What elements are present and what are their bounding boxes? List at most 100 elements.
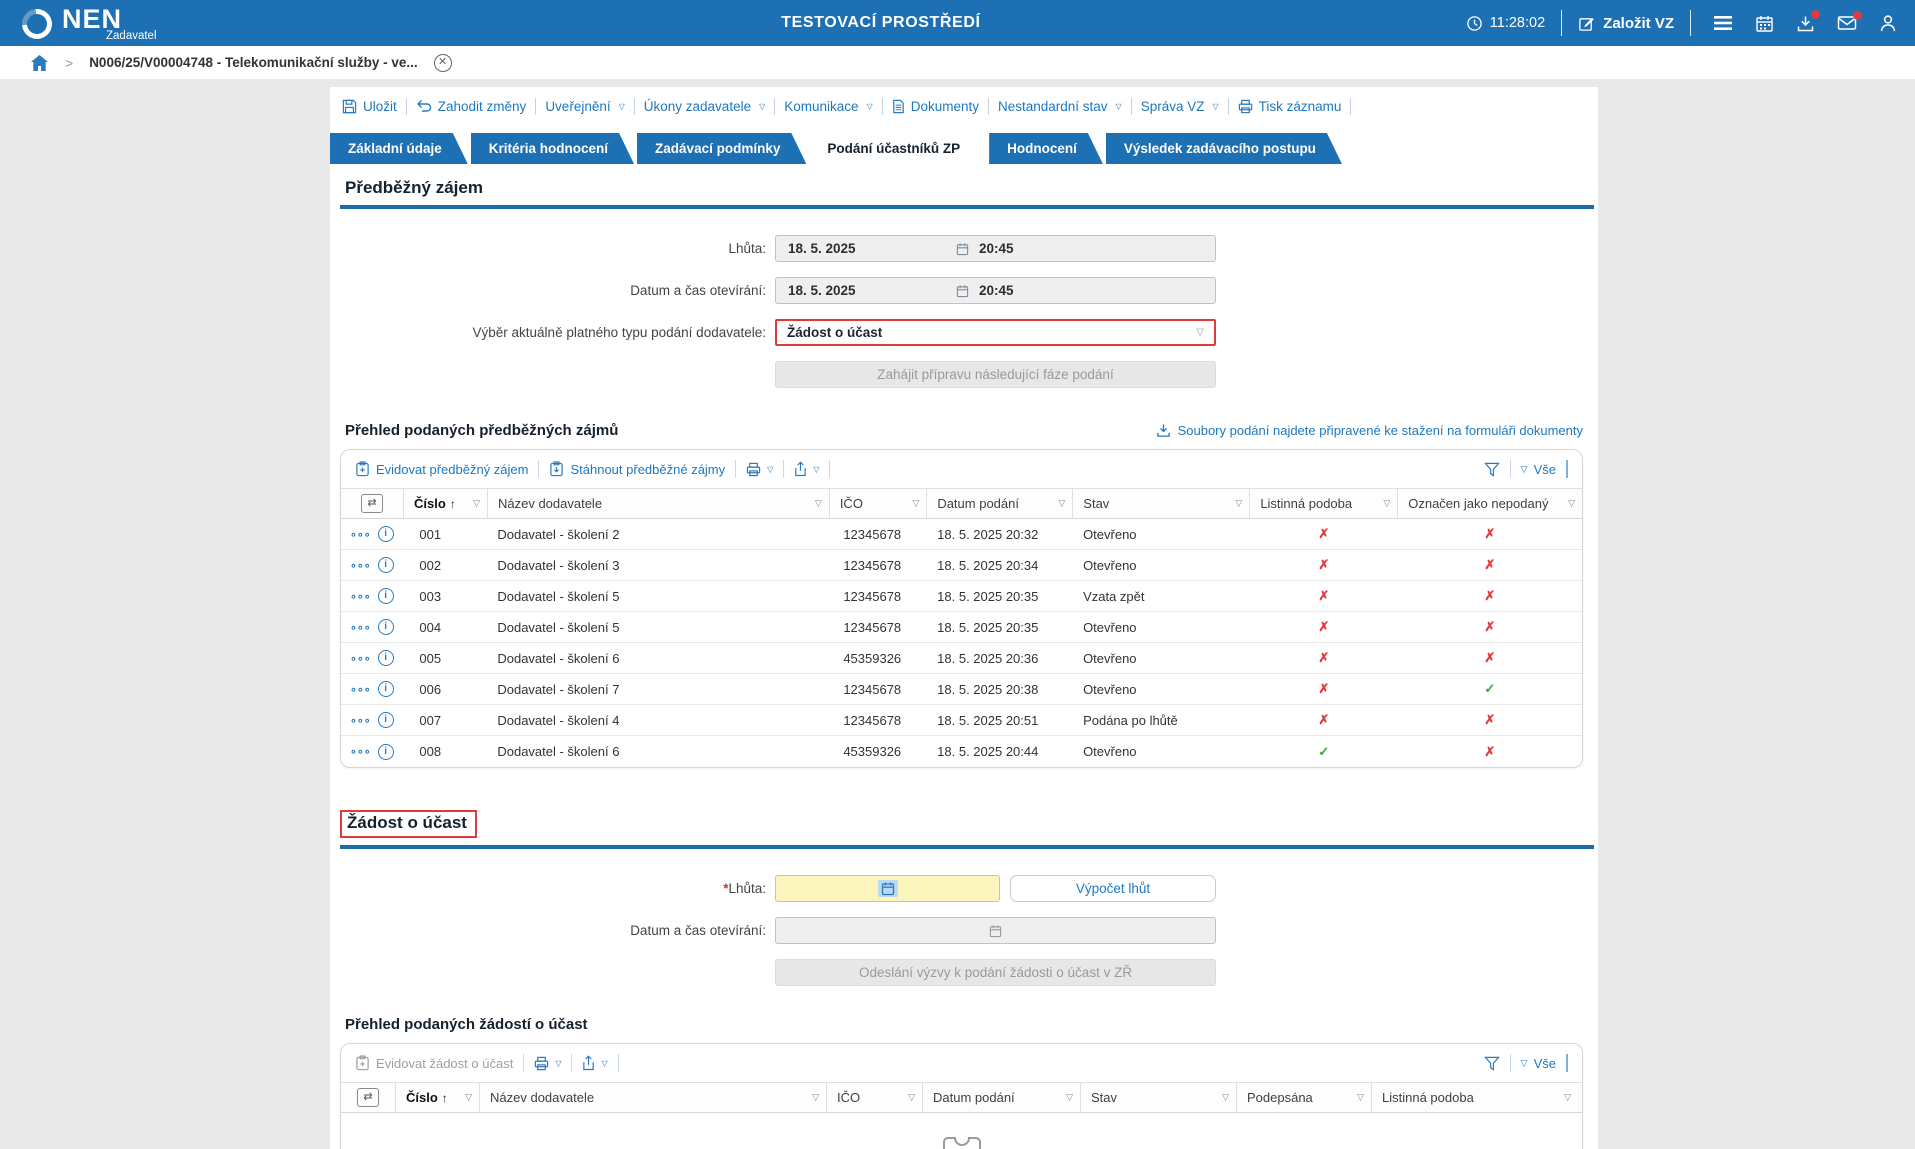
filter-vse-button[interactable]: ▽ Vše — [1520, 461, 1556, 477]
filter-chevron-icon[interactable]: ▽ — [1568, 498, 1575, 508]
column-header[interactable]: Listinná podoba ▽ — [1249, 489, 1397, 518]
info-icon[interactable]: i — [377, 557, 394, 573]
lhuta-datetime-field[interactable]: 18. 5. 2025 20:45 — [775, 235, 1216, 262]
filter-vse-button[interactable]: ▽ Vše — [1520, 1055, 1556, 1071]
column-header[interactable]: Podepsána ▽ — [1236, 1083, 1371, 1112]
documents-button[interactable]: Dokumenty — [892, 99, 979, 114]
info-icon[interactable]: i — [377, 712, 394, 728]
tab-vysledek[interactable]: Výsledek zadávacího postupu — [1106, 133, 1342, 164]
row-menu-icon[interactable]: ∘∘∘ — [350, 652, 371, 665]
column-header[interactable]: Číslo ↑ ▽ — [403, 489, 487, 518]
calendar-icon[interactable] — [1755, 14, 1774, 33]
info-icon[interactable]: i — [377, 650, 394, 666]
info-icon[interactable]: i — [377, 743, 394, 760]
filter-icon[interactable] — [1483, 462, 1500, 477]
filter-chevron-icon[interactable]: ▽ — [1383, 498, 1391, 508]
column-header[interactable]: IČO ▽ — [828, 489, 927, 518]
nonstandard-state-menu[interactable]: Nestandardní stav ▽ — [997, 98, 1122, 114]
row-menu-icon[interactable]: ∘∘∘ — [350, 590, 371, 603]
row-menu-icon[interactable]: ∘∘∘ — [350, 714, 371, 727]
table-row[interactable]: ∘∘∘ i 003 Dodavatel - školení 5 12345678… — [341, 581, 1582, 612]
column-header[interactable]: Název dodavatele ▽ — [486, 489, 829, 518]
discard-changes-button[interactable]: Zahodit změny — [416, 99, 526, 114]
evidovat-predbezny-button[interactable]: Evidovat předběžný zájem — [355, 461, 528, 477]
communication-menu[interactable]: Komunikace ▽ — [784, 98, 873, 114]
column-header[interactable]: Listinná podoba ▽ — [1371, 1083, 1578, 1112]
filter-chevron-icon[interactable]: ▽ — [1357, 1092, 1364, 1102]
send-vyzva-button[interactable]: Odeslání výzvy k podání žádosti o účast … — [775, 959, 1216, 986]
filter-chevron-icon[interactable]: ▽ — [908, 1092, 915, 1102]
create-vz-button[interactable]: Založit VZ — [1578, 15, 1674, 32]
download-note-link[interactable]: Soubory podání najdete připravené ke sta… — [1156, 423, 1583, 438]
column-header[interactable]: Název dodavatele ▽ — [479, 1083, 826, 1112]
save-button[interactable]: Uložit — [342, 99, 397, 114]
breadcrumb-item[interactable]: N006/25/V00004748 - Telekomunikační služ… — [89, 55, 418, 70]
tab-zakladni-udaje[interactable]: Základní údaje — [330, 133, 468, 164]
filter-chevron-icon[interactable]: ▽ — [1235, 498, 1243, 508]
cell-cislo: 006 — [419, 681, 442, 697]
filter-chevron-icon[interactable]: ▽ — [1564, 1092, 1571, 1102]
column-header[interactable]: Stav ▽ — [1080, 1083, 1236, 1112]
row-menu-icon[interactable]: ∘∘∘ — [350, 683, 371, 696]
column-header[interactable]: Datum podání ▽ — [926, 489, 1072, 518]
otevirani-datetime-field[interactable]: 18. 5. 2025 20:45 — [775, 277, 1216, 304]
nen-logo[interactable]: NEN Zadavatel — [15, 2, 157, 45]
lhuta-input[interactable] — [775, 875, 1000, 902]
user-icon[interactable] — [1879, 14, 1897, 33]
hamburger-menu-icon[interactable] — [1713, 15, 1733, 31]
column-settings-icon[interactable]: ⇄ — [361, 494, 384, 513]
start-next-phase-button[interactable]: Zahájit přípravu následující fáze podání — [775, 361, 1216, 388]
table-row[interactable]: ∘∘∘ i 005 Dodavatel - školení 6 45359326… — [341, 643, 1582, 674]
info-icon[interactable]: i — [377, 619, 394, 635]
print-table-button[interactable]: ▽ — [534, 1056, 561, 1071]
tab-podani-ucastniku[interactable]: Podání účastníků ZP — [809, 133, 986, 164]
tab-zadavaci-podminky[interactable]: Zadávací podmínky — [637, 133, 806, 164]
info-icon[interactable]: i — [377, 526, 394, 542]
tab-hodnoceni[interactable]: Hodnocení — [989, 133, 1103, 164]
filter-chevron-icon[interactable]: ▽ — [1066, 1092, 1073, 1102]
table-row[interactable]: ∘∘∘ i 006 Dodavatel - školení 7 12345678… — [341, 674, 1582, 705]
vyber-typu-select[interactable]: Žádost o účast ▽ — [775, 319, 1216, 346]
table-row[interactable]: ∘∘∘ i 001 Dodavatel - školení 2 12345678… — [341, 519, 1582, 550]
export-table-button[interactable]: ▽ — [582, 1055, 608, 1071]
close-tab-icon[interactable]: ✕ — [433, 53, 452, 72]
download-inbox-icon[interactable] — [1796, 9, 1820, 33]
filter-chevron-icon[interactable]: ▽ — [912, 498, 920, 508]
tab-kriteria-hodnoceni[interactable]: Kritéria hodnocení — [471, 133, 634, 164]
mail-icon[interactable] — [1837, 11, 1862, 31]
table-row[interactable]: ∘∘∘ i 002 Dodavatel - školení 3 12345678… — [341, 550, 1582, 581]
home-icon[interactable] — [30, 54, 49, 72]
column-header[interactable]: Číslo ↑ ▽ — [395, 1083, 479, 1112]
export-table-button[interactable]: ▽ — [794, 461, 819, 477]
column-settings-icon[interactable]: ⇄ — [357, 1088, 379, 1107]
print-record-button[interactable]: Tisk záznamu — [1238, 99, 1341, 114]
filter-chevron-icon[interactable]: ▽ — [1222, 1092, 1229, 1102]
info-icon[interactable]: i — [377, 588, 394, 604]
column-header[interactable]: Stav ▽ — [1072, 489, 1249, 518]
publish-menu[interactable]: Uveřejnění ▽ — [545, 98, 625, 114]
vypocet-lhut-button[interactable]: Výpočet lhůt — [1010, 875, 1216, 902]
table-row[interactable]: ∘∘∘ i 004 Dodavatel - školení 5 12345678… — [341, 612, 1582, 643]
filter-chevron-icon[interactable]: ▽ — [473, 498, 480, 508]
table-row[interactable]: ∘∘∘ i 008 Dodavatel - školení 6 45359326… — [341, 736, 1582, 767]
filter-chevron-icon[interactable]: ▽ — [465, 1092, 472, 1102]
table-row[interactable]: ∘∘∘ i 007 Dodavatel - školení 4 12345678… — [341, 705, 1582, 736]
row-menu-icon[interactable]: ∘∘∘ — [350, 528, 371, 541]
calendar-field-icon[interactable] — [877, 880, 898, 897]
print-table-button[interactable]: ▽ — [746, 462, 773, 477]
filter-icon[interactable] — [1483, 1056, 1500, 1071]
row-menu-icon[interactable]: ∘∘∘ — [350, 621, 371, 634]
filter-chevron-icon[interactable]: ▽ — [1058, 498, 1066, 508]
row-menu-icon[interactable]: ∘∘∘ — [350, 746, 371, 758]
vz-administration-menu[interactable]: Správa VZ ▽ — [1140, 98, 1219, 114]
filter-chevron-icon[interactable]: ▽ — [814, 498, 822, 508]
evidovat-zadost-button[interactable]: Evidovat žádost o účast — [355, 1055, 513, 1071]
stahnout-predbezne-button[interactable]: Stáhnout předběžné zájmy — [549, 461, 725, 477]
column-header[interactable]: IČO ▽ — [826, 1083, 922, 1112]
row-menu-icon[interactable]: ∘∘∘ — [350, 559, 371, 572]
column-header[interactable]: Označen jako nepodaný ▽ — [1397, 489, 1582, 518]
column-header[interactable]: Datum podání ▽ — [922, 1083, 1080, 1112]
filter-chevron-icon[interactable]: ▽ — [812, 1092, 819, 1102]
info-icon[interactable]: i — [377, 681, 394, 697]
contracting-actions-menu[interactable]: Úkony zadavatele ▽ — [643, 98, 766, 114]
